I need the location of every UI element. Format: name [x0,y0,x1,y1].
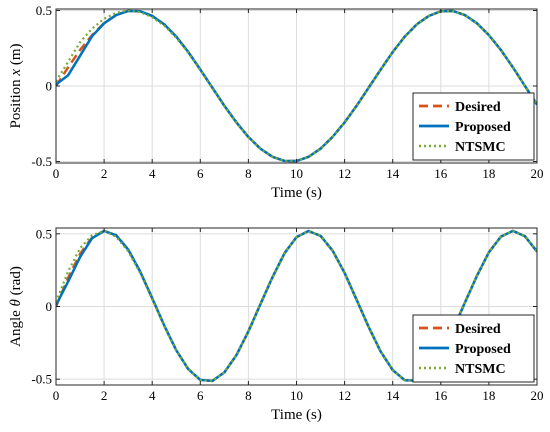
x-tick-label: 10 [290,166,303,181]
y-tick-label: 0 [46,79,53,94]
x-tick-label: 4 [149,166,156,181]
legend-label-proposed: Proposed [455,342,511,357]
y-tick-label: 0 [46,299,53,314]
x-tick-label: 0 [53,388,60,403]
y-tick-label: -0.5 [31,154,52,169]
y-tick-label: 0.5 [36,226,52,241]
x-tick-label: 20 [531,166,544,181]
x-tick-label: 16 [434,166,448,181]
x-tick-label: 2 [101,166,108,181]
x-tick-label: 14 [386,388,400,403]
x-axis-label: Time (s) [271,185,322,201]
legend-label-ntsmc: NTSMC [455,140,506,155]
x-axis-label: Time (s) [271,407,322,423]
y-axis-label: Angle θ (rad) [8,266,24,347]
legend-label-desired: Desired [455,322,501,337]
x-tick-label: 12 [338,166,351,181]
legend-label-ntsmc: NTSMC [455,362,506,377]
legend-label-desired: Desired [455,100,501,115]
x-tick-label: 18 [482,388,495,403]
x-tick-label: 6 [197,388,204,403]
x-tick-label: 8 [245,166,252,181]
x-tick-label: 14 [386,166,400,181]
legend-label-proposed: Proposed [455,120,511,135]
x-tick-label: 16 [434,388,448,403]
y-tick-label: -0.5 [31,372,52,387]
x-tick-label: 18 [482,166,495,181]
legend: Desired Proposed NTSMC [412,92,535,161]
x-tick-label: 2 [101,388,108,403]
x-tick-label: 20 [531,388,544,403]
legend: Desired Proposed NTSMC [412,314,535,383]
x-tick-label: 0 [53,166,60,181]
y-tick-label: 0.5 [36,3,52,18]
x-tick-label: 6 [197,166,204,181]
x-tick-label: 8 [245,388,252,403]
y-axis-label: Position x (m) [8,43,24,128]
x-tick-label: 10 [290,388,303,403]
x-tick-label: 4 [149,388,156,403]
x-tick-label: 12 [338,388,351,403]
